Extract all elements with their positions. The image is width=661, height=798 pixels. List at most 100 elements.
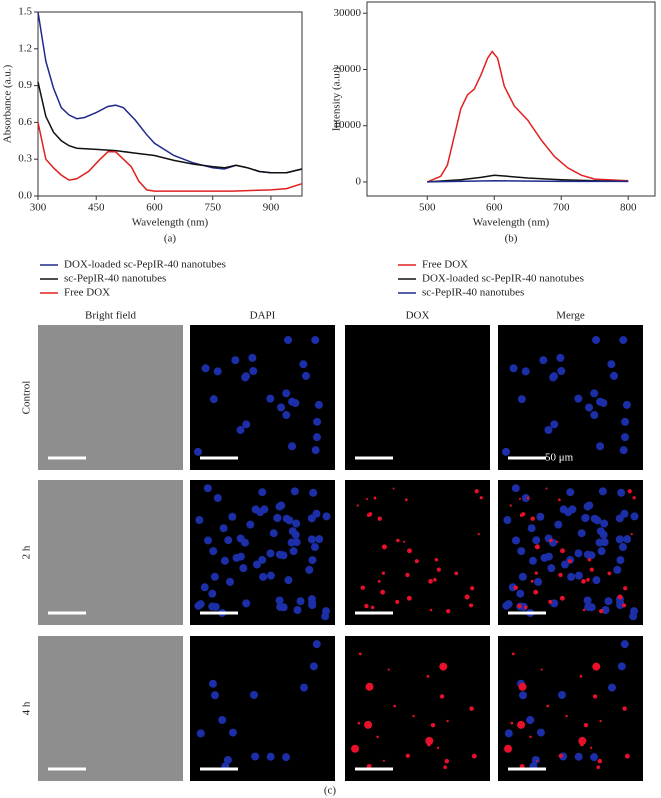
legend-label: DOX-loaded sc-PepIR-40 nanotubes bbox=[64, 259, 226, 271]
dox-spot bbox=[526, 496, 530, 500]
nucleus bbox=[544, 426, 553, 435]
legend-label: Free DOX bbox=[64, 287, 110, 299]
nucleus bbox=[559, 505, 568, 514]
nucleus bbox=[276, 602, 285, 611]
dox-spot bbox=[464, 594, 470, 600]
dox-spot bbox=[596, 765, 601, 770]
nucleus bbox=[609, 371, 618, 380]
dox-spot bbox=[446, 609, 451, 614]
dox-spot bbox=[365, 497, 368, 500]
nucleus bbox=[288, 442, 297, 451]
nucleus bbox=[526, 715, 535, 724]
nucleus bbox=[275, 596, 284, 605]
nucleus bbox=[209, 395, 218, 404]
nucleus bbox=[516, 589, 525, 598]
nucleus bbox=[208, 602, 217, 611]
nucleus bbox=[517, 547, 526, 556]
legend-label: sc-PepIR-40 nanotubes bbox=[422, 287, 524, 299]
dox-spot bbox=[365, 682, 374, 691]
dox-spot bbox=[360, 585, 365, 590]
dox-spot bbox=[534, 571, 539, 575]
nucleus bbox=[282, 389, 291, 398]
nucleus bbox=[307, 535, 316, 544]
series-line bbox=[427, 174, 629, 183]
dox-spot bbox=[582, 608, 586, 612]
nucleus bbox=[509, 364, 518, 373]
nucleus bbox=[282, 753, 291, 762]
nucleus bbox=[266, 394, 275, 403]
dox-spot bbox=[446, 719, 449, 723]
dox-spot bbox=[559, 595, 565, 601]
dox-spot bbox=[627, 489, 632, 494]
micrograph bbox=[190, 636, 335, 781]
column-header: Merge bbox=[556, 310, 585, 322]
column-header: DOX bbox=[406, 310, 430, 322]
dox-spot bbox=[370, 605, 375, 610]
dox-spot bbox=[581, 579, 586, 584]
nucleus bbox=[629, 612, 638, 621]
y-tick-label: 0.9 bbox=[18, 79, 32, 91]
legend-label: DOX-loaded sc-PepIR-40 nanotubes bbox=[422, 273, 584, 285]
panel-caption: (b) bbox=[505, 233, 518, 245]
x-tick-label: 500 bbox=[419, 202, 436, 214]
nucleus bbox=[251, 505, 260, 514]
nucleus bbox=[232, 553, 241, 562]
dox-spot bbox=[425, 736, 434, 745]
y-tick-label: 1.2 bbox=[18, 42, 32, 54]
dox-spot bbox=[586, 577, 590, 582]
nucleus bbox=[521, 367, 530, 376]
row-label: Control bbox=[21, 381, 33, 415]
x-tick-label: 900 bbox=[263, 202, 280, 214]
nucleus bbox=[236, 426, 245, 435]
series-line bbox=[427, 180, 629, 183]
nucleus bbox=[600, 519, 609, 528]
dox-spot bbox=[597, 758, 603, 764]
nucleus bbox=[279, 551, 288, 560]
nucleus bbox=[521, 494, 530, 503]
nucleus bbox=[618, 543, 627, 552]
nucleus bbox=[620, 509, 629, 518]
dox-spot bbox=[403, 540, 406, 543]
dox-spot bbox=[579, 675, 583, 678]
nucleus bbox=[258, 488, 267, 497]
nucleus bbox=[590, 514, 599, 523]
nucleus bbox=[539, 356, 548, 365]
nucleus bbox=[290, 487, 299, 496]
nucleus bbox=[519, 691, 528, 700]
nucleus bbox=[213, 494, 222, 503]
dox-spot bbox=[377, 516, 382, 521]
nucleus bbox=[308, 556, 317, 565]
micrograph bbox=[38, 325, 183, 470]
dox-spot bbox=[624, 753, 630, 759]
y-tick-label: 0 bbox=[356, 175, 362, 187]
nucleus bbox=[194, 447, 203, 456]
nucleus bbox=[269, 529, 278, 538]
y-tick-label: 1.5 bbox=[18, 6, 32, 18]
x-tick-label: 800 bbox=[620, 202, 637, 214]
column-header: Bright field bbox=[85, 310, 137, 322]
dox-spot bbox=[533, 589, 539, 595]
nucleus bbox=[574, 571, 583, 580]
dox-spot bbox=[511, 652, 515, 656]
nucleus bbox=[242, 420, 251, 429]
nucleus bbox=[228, 512, 237, 521]
dox-spot bbox=[439, 694, 445, 699]
nucleus bbox=[554, 520, 563, 529]
nucleus bbox=[617, 662, 626, 671]
dox-spot bbox=[436, 567, 441, 572]
nucleus bbox=[200, 583, 209, 592]
x-tick-label: 700 bbox=[553, 202, 570, 214]
dox-spot bbox=[430, 722, 436, 728]
plot-frame bbox=[37, 11, 303, 197]
nucleus bbox=[585, 501, 594, 510]
nucleus bbox=[550, 599, 559, 608]
dox-spot bbox=[433, 577, 437, 582]
dox-spot bbox=[479, 496, 483, 500]
nucleus bbox=[282, 411, 291, 420]
dox-spot bbox=[518, 497, 521, 500]
nucleus bbox=[547, 564, 556, 573]
dox-spot bbox=[599, 609, 604, 614]
dox-spot bbox=[599, 719, 602, 723]
series-line bbox=[427, 50, 629, 183]
nucleus bbox=[590, 753, 599, 762]
